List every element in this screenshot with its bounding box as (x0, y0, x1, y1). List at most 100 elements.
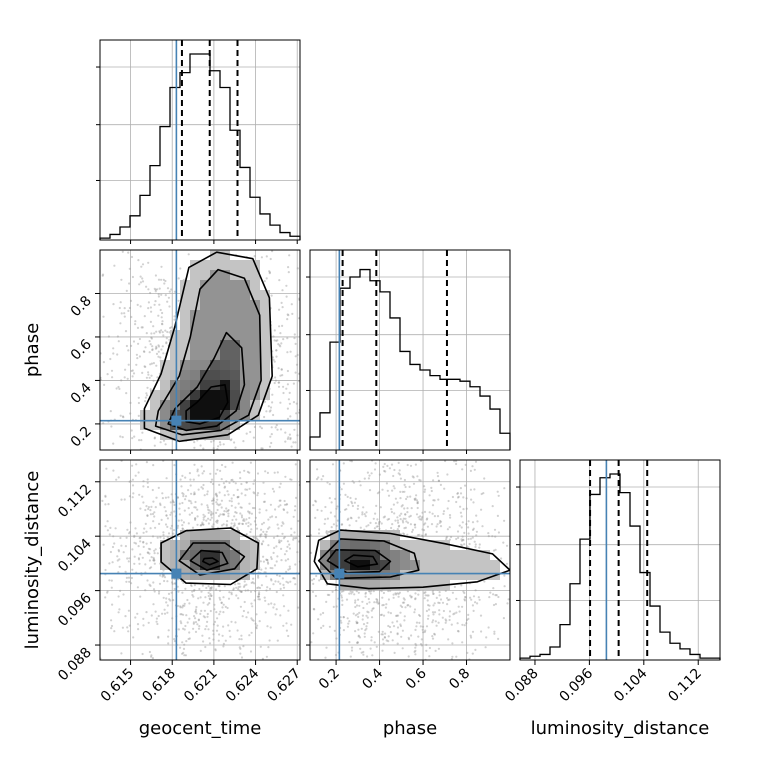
density-cell (390, 550, 400, 560)
sample-point (457, 605, 460, 608)
sample-point (370, 589, 373, 593)
sample-point (262, 481, 265, 484)
sample-point (463, 543, 466, 546)
sample-point (167, 642, 170, 645)
sample-point (381, 633, 384, 636)
density-cell (360, 580, 370, 590)
sample-point (131, 464, 134, 467)
sample-point (368, 590, 371, 593)
sample-point (317, 618, 320, 621)
sample-point (414, 526, 417, 529)
sample-point (184, 654, 187, 657)
sample-point (324, 505, 327, 509)
sample-point (137, 414, 140, 417)
sample-point (433, 515, 436, 518)
sample-point (382, 642, 385, 645)
sample-point (153, 332, 156, 335)
density-cell (260, 380, 270, 390)
sample-point (237, 522, 240, 526)
sample-point (154, 300, 157, 303)
sample-point (287, 634, 290, 638)
sample-point (245, 432, 248, 435)
sample-point (230, 438, 233, 441)
density-cell (220, 310, 230, 320)
sample-point (116, 555, 119, 558)
sample-point (369, 592, 372, 595)
sample-point (407, 638, 411, 641)
sample-point (360, 627, 363, 630)
sample-point (312, 504, 315, 507)
sample-point (469, 634, 472, 637)
sample-point (146, 481, 149, 484)
density-cell (220, 300, 230, 310)
density-cell (260, 340, 270, 350)
sample-point (181, 474, 184, 477)
sample-point (206, 620, 209, 624)
sample-point (146, 478, 149, 481)
sample-point (480, 630, 483, 633)
sample-point (400, 512, 403, 515)
sample-point (381, 649, 384, 652)
density-cell (380, 560, 390, 570)
sample-point (421, 628, 424, 631)
sample-point (239, 652, 242, 655)
sample-point (106, 373, 109, 376)
sample-point (229, 635, 232, 638)
sample-point (402, 517, 405, 520)
sample-point (227, 509, 230, 512)
sample-point (273, 329, 276, 332)
sample-point (262, 540, 265, 543)
sample-point (124, 368, 127, 371)
sample-point (192, 478, 195, 481)
sample-point (424, 522, 427, 525)
sample-point (505, 562, 509, 565)
sample-point (222, 625, 225, 628)
sample-point (159, 308, 162, 312)
sample-point (473, 488, 476, 491)
sample-point (431, 590, 434, 594)
density-cell (230, 420, 240, 430)
sample-point (312, 577, 316, 581)
sample-point (206, 612, 209, 616)
sample-point (480, 492, 483, 496)
sample-point (259, 560, 262, 563)
sample-point (357, 516, 360, 519)
sample-point (342, 629, 345, 632)
sample-point (397, 525, 400, 528)
sample-point (161, 492, 164, 495)
sample-point (324, 518, 327, 521)
sample-point (379, 613, 382, 617)
sample-point (464, 595, 467, 599)
sample-point (162, 278, 165, 281)
sample-point (460, 526, 463, 529)
sample-point (368, 489, 372, 492)
contour-group (143, 251, 273, 443)
sample-point (406, 507, 409, 510)
sample-point (194, 518, 197, 522)
density-cell (210, 420, 220, 430)
sample-point (492, 587, 495, 590)
sample-point (208, 637, 211, 640)
sample-point (421, 528, 424, 531)
density-cell (230, 540, 240, 550)
sample-point (453, 460, 456, 463)
density-cell (190, 300, 200, 310)
sample-point (433, 611, 437, 614)
sample-point (153, 287, 156, 290)
sample-point (239, 590, 242, 593)
sample-point (128, 624, 131, 627)
density-cell (180, 420, 190, 430)
sample-point (232, 494, 235, 497)
sample-point (374, 512, 377, 515)
sample-point (367, 524, 370, 527)
sample-point (357, 598, 360, 601)
density-cell (430, 550, 440, 560)
sample-point (254, 622, 257, 625)
sample-point (165, 514, 168, 517)
sample-point (163, 576, 167, 579)
sample-point (189, 500, 192, 503)
sample-point (138, 537, 141, 540)
sample-point (315, 574, 318, 578)
sample-point (391, 489, 394, 492)
sample-point (385, 603, 388, 606)
